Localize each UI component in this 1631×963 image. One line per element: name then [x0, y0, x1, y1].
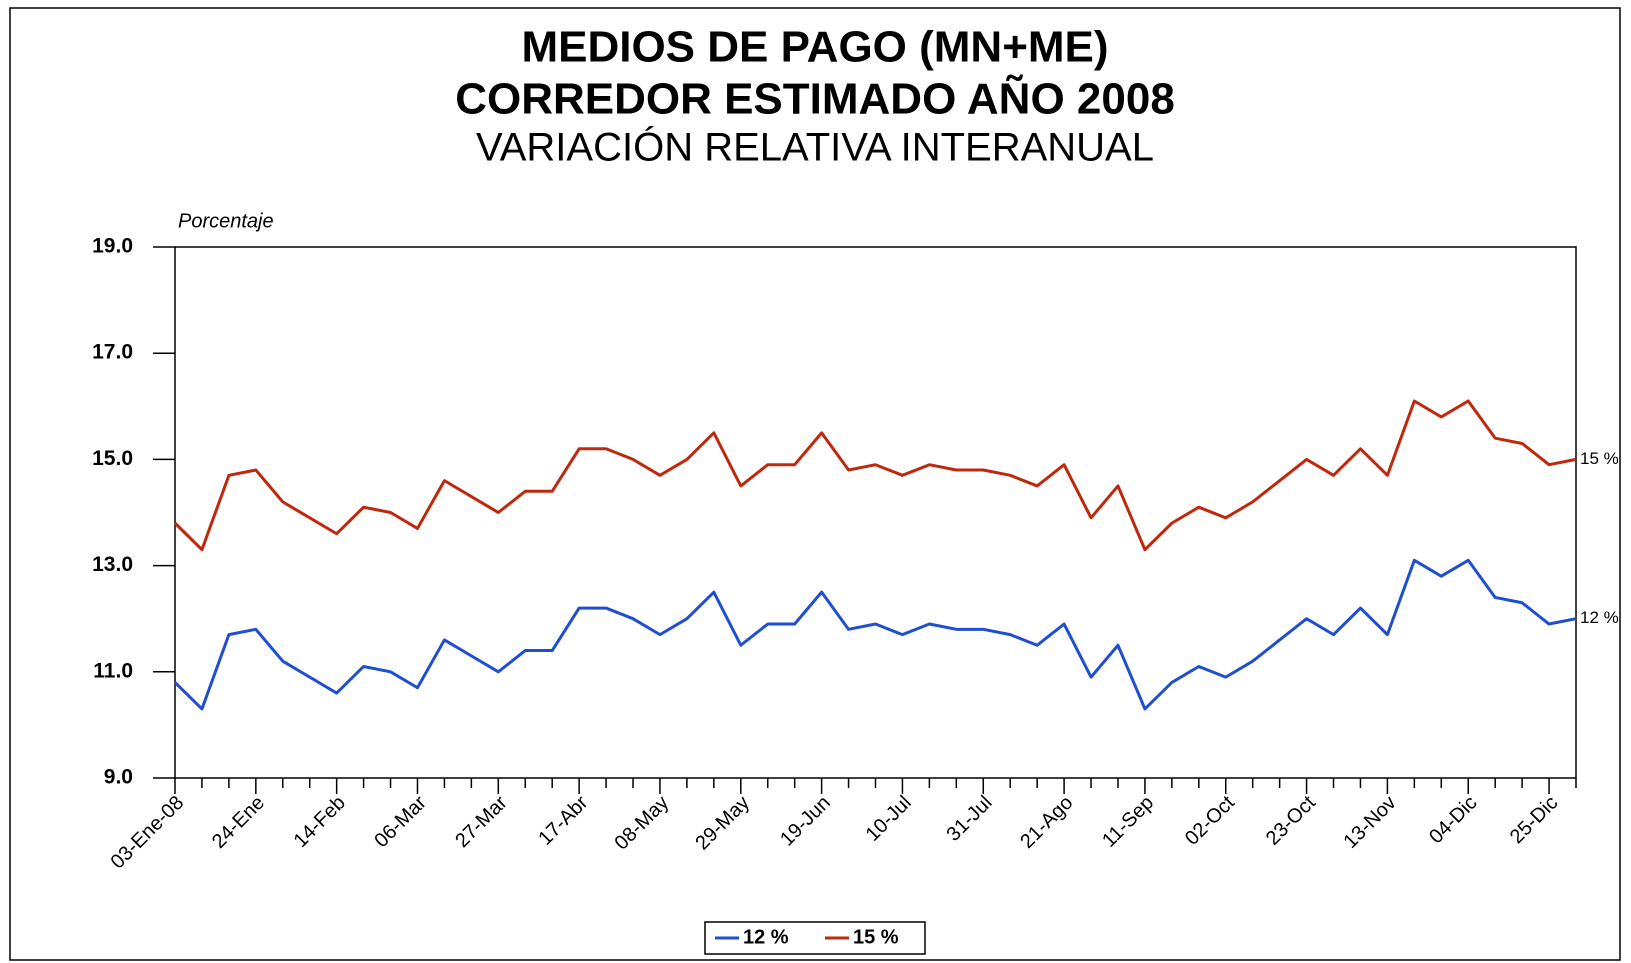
legend-label: 12 %: [743, 926, 789, 948]
legend-label: 15 %: [853, 926, 899, 948]
y-tick-label: 17.0: [92, 341, 133, 364]
series-line: [173, 558, 1577, 711]
x-tick-label: 13-Nov: [1340, 792, 1401, 853]
chart-subtitle: VARIACIÓN RELATIVA INTERANUAL: [476, 125, 1154, 170]
x-tick-label: 03-Ene-08: [107, 792, 189, 874]
end-label: 15 %: [1580, 449, 1619, 468]
x-tick-label: 17-Abr: [534, 791, 592, 849]
x-tick-label: 24-Ene: [208, 792, 269, 853]
x-tick-label: 04-Dic: [1425, 792, 1481, 848]
x-tick-label: 02-Oct: [1181, 791, 1239, 849]
y-tick-label: 11.0: [93, 659, 133, 682]
x-tick-label: 10-Jul: [862, 792, 916, 846]
x-tick-label: 25-Dic: [1506, 792, 1562, 848]
chart-subtitle: CORREDOR ESTIMADO AÑO 2008: [455, 74, 1175, 124]
x-tick-label: 19-Jun: [776, 792, 835, 851]
x-tick-label: 31-Jul: [942, 792, 996, 846]
end-label: 12 %: [1580, 608, 1619, 627]
y-tick-label: 19.0: [92, 235, 133, 258]
chart-title: MEDIOS DE PAGO (MN+ME): [521, 23, 1108, 72]
x-tick-label: 29-May: [691, 792, 754, 855]
x-tick-label: 27-Mar: [451, 791, 512, 852]
y-axis-label: Porcentaje: [178, 210, 274, 232]
x-tick-label: 14-Feb: [290, 792, 350, 852]
x-tick-label: 08-May: [611, 792, 674, 855]
y-tick-label: 13.0: [92, 553, 133, 576]
x-tick-label: 23-Oct: [1262, 791, 1320, 849]
x-tick-label: 21-Ago: [1016, 792, 1077, 853]
chart-border: [9, 7, 1621, 961]
series-line: [173, 399, 1577, 552]
y-tick-label: 15.0: [92, 447, 133, 470]
x-tick-label: 11-Sep: [1098, 792, 1158, 852]
x-tick-label: 06-Mar: [370, 791, 431, 852]
y-tick-label: 9.0: [104, 766, 133, 789]
legend-box: [704, 921, 926, 955]
